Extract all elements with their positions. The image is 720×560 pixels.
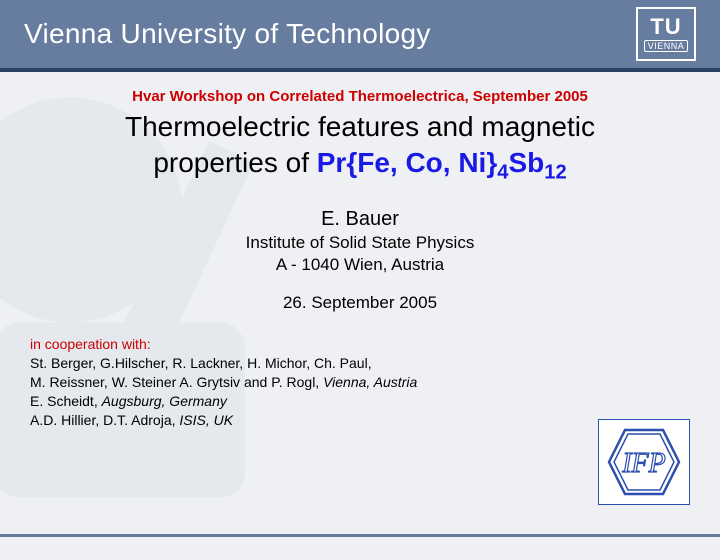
title-line-1: Thermoelectric features and magnetic: [125, 111, 595, 142]
presentation-date: 26. September 2005: [30, 293, 690, 313]
coop-line-4: A.D. Hillier, D.T. Adroja, ISIS, UK: [30, 411, 570, 430]
coop-line-2: M. Reissner, W. Steiner A. Grytsiv and P…: [30, 373, 570, 392]
logo-top-text: TU: [650, 16, 681, 38]
title-line-2-prefix: properties of: [153, 147, 316, 178]
workshop-line: Hvar Workshop on Correlated Thermoelectr…: [30, 88, 690, 105]
footer-rule: [0, 534, 720, 537]
chemical-formula: Pr{Fe, Co, Ni}4Sb12: [317, 147, 567, 178]
coop-line-1: St. Berger, G.Hilscher, R. Lackner, H. M…: [30, 354, 570, 373]
cooperation-block: in cooperation with: St. Berger, G.Hilsc…: [30, 335, 690, 429]
coop-line-3: E. Scheidt, Augsburg, Germany: [30, 392, 570, 411]
logo-bottom-text: VIENNA: [644, 40, 689, 52]
tu-vienna-logo: TU VIENNA: [636, 7, 696, 61]
slide-header: Vienna University of Technology TU VIENN…: [0, 0, 720, 72]
ifp-text: IFP: [621, 448, 666, 479]
slide-title: Thermoelectric features and magnetic pro…: [30, 109, 690, 186]
affiliation-line-2: A - 1040 Wien, Austria: [30, 255, 690, 275]
author-name: E. Bauer: [30, 208, 690, 231]
cooperation-label: in cooperation with:: [30, 335, 570, 354]
university-name: Vienna University of Technology: [24, 18, 431, 50]
affiliation-line-1: Institute of Solid State Physics: [30, 233, 690, 253]
slide-content: Hvar Workshop on Correlated Thermoelectr…: [0, 72, 720, 430]
ifp-logo: IFP: [598, 419, 690, 505]
